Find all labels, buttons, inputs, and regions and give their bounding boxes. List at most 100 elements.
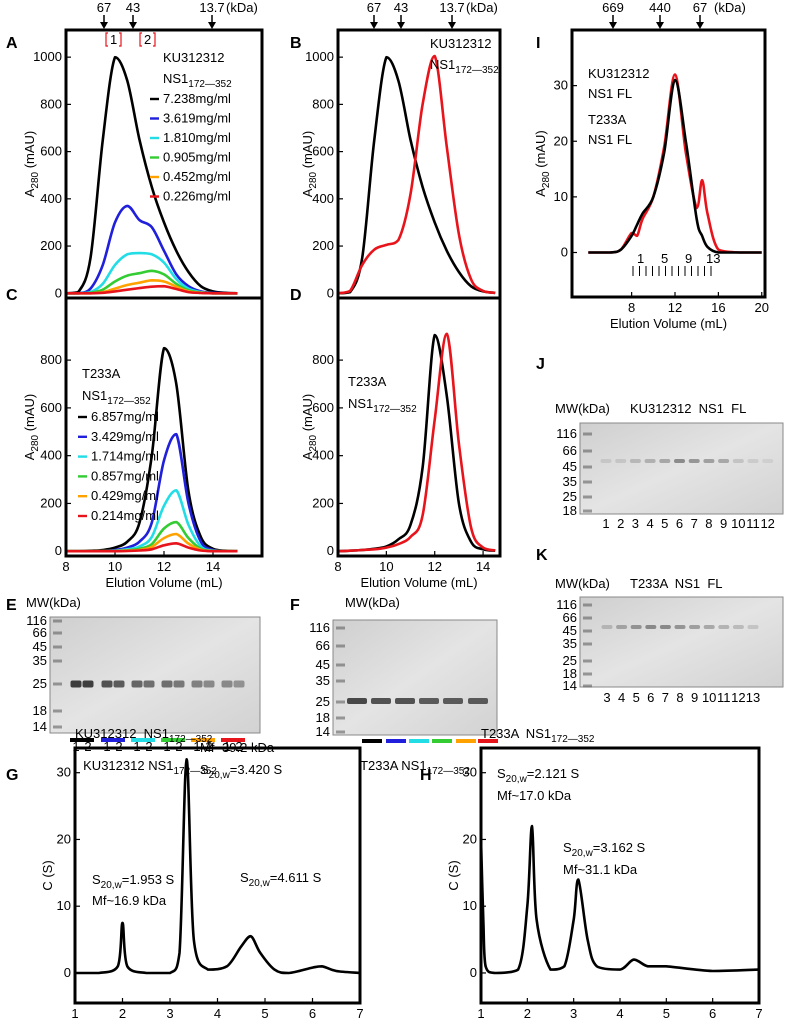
protein-band — [443, 698, 463, 704]
series-line — [338, 54, 496, 295]
y-tick-label: 0 — [327, 543, 334, 558]
mw-label: 116 — [309, 620, 330, 635]
protein-band — [143, 680, 155, 688]
y-tick-label: 800 — [312, 352, 334, 367]
protein-band — [233, 680, 245, 688]
annotation: 1 — [637, 251, 644, 266]
x-tick-label: 8 — [628, 300, 635, 315]
text-part: NS1 — [82, 388, 107, 403]
annotation: 2 — [144, 32, 151, 47]
lane-label: 12 — [760, 516, 774, 531]
text-part: 20,w — [209, 770, 231, 781]
text-part: A — [22, 451, 37, 460]
panel-letter: D — [290, 287, 302, 304]
mw-label: 14 — [563, 678, 577, 693]
protein-band — [113, 680, 125, 688]
protein-band — [747, 459, 759, 463]
annotation: NS1 FL — [588, 86, 632, 101]
legend-label: 0.214mg/ml — [91, 508, 159, 523]
ladder-band — [583, 465, 592, 469]
panel-i: I 0 10 20 30 8 12 16 20 Elution Volume (mL) A280 (… — [533, 0, 769, 331]
y-axis-label: A280 (mAU) — [533, 130, 552, 197]
ladder-band — [336, 626, 345, 630]
ladder-band — [583, 659, 592, 663]
panel-letter: J — [536, 356, 545, 373]
ladder-band — [53, 709, 62, 713]
annotation: 5 — [661, 251, 668, 266]
protein-band — [101, 680, 113, 688]
lane-color-bar — [70, 738, 94, 742]
panel-letter: G — [6, 767, 18, 784]
legend-label: 0.857mg/ml — [91, 468, 159, 483]
x-tick-label: 1 — [71, 1006, 78, 1019]
text-part: (mAU) — [300, 394, 315, 435]
lane-color-bar — [161, 738, 185, 742]
marker-label: 13.7 — [439, 0, 464, 15]
ladder-band — [53, 682, 62, 686]
y-tick-label: 200 — [40, 238, 62, 253]
x-tick-label: 7 — [356, 1006, 363, 1019]
annotation: Mf~17.0 kDa — [497, 788, 572, 803]
mw-label: 18 — [33, 703, 47, 718]
annotation: KU312312 — [588, 66, 649, 81]
legend-label: 3.619mg/ml — [163, 111, 231, 126]
lane-label: 6 — [647, 690, 654, 705]
protein-band — [70, 680, 82, 688]
annotation: S20,w=2.121 S — [497, 766, 580, 785]
gel — [332, 619, 498, 736]
frame — [64, 296, 264, 558]
annotation: 9 — [685, 251, 692, 266]
x-tick-label: 4 — [214, 1006, 221, 1019]
y-axis-label: C (S) — [40, 860, 55, 890]
y-tick-label: 0 — [470, 965, 477, 980]
series-line — [338, 55, 496, 295]
y-tick-label: 10 — [554, 189, 568, 204]
legend-label: 0.429mg/ml — [91, 488, 159, 503]
gel — [579, 596, 784, 688]
lane-color-bar — [456, 739, 476, 743]
lane-color-bar — [432, 739, 452, 743]
protein-band — [600, 459, 612, 463]
legend-label: 6.857mg/ml — [91, 409, 159, 424]
text-part: =1.953 S — [122, 872, 175, 887]
mw-label: 116 — [26, 613, 47, 628]
protein-band — [703, 625, 715, 629]
mw-label: 66 — [563, 443, 577, 458]
ladder-band — [336, 644, 345, 648]
text-part: 172—352 — [107, 396, 151, 407]
y-axis-label: A280 (mAU) — [300, 394, 319, 461]
x-axis-label: Elution Volume (mL) — [105, 575, 222, 590]
y-axis-label: A280 (mAU) — [300, 131, 319, 198]
y-axis-label: A280 (mAU) — [22, 394, 41, 461]
lane-label: 11 — [746, 516, 760, 531]
y-tick-label: 800 — [40, 96, 62, 111]
mw-label: 25 — [563, 489, 577, 504]
text-part: S — [200, 762, 209, 777]
annotation: Mf~39.2 kDa — [200, 740, 275, 755]
y-tick-label: 800 — [40, 352, 62, 367]
panel-letter: C — [6, 287, 18, 304]
marker-arrowhead — [696, 22, 704, 29]
text-part: 172—352 — [373, 404, 417, 415]
x-tick-label: 12 — [157, 559, 171, 574]
mw-label: 35 — [563, 474, 577, 489]
ladder-band — [336, 679, 345, 683]
marker-unit: (kDa) — [714, 0, 746, 15]
panel-title: T233A NS1172—352 — [481, 726, 595, 745]
y-tick-label: 600 — [312, 144, 334, 159]
ladder-band — [583, 495, 592, 499]
text-part: 280 — [30, 171, 41, 188]
y-tick-label: 400 — [312, 191, 334, 206]
protein-band — [131, 680, 143, 688]
frame — [570, 28, 767, 299]
mw-label: 45 — [563, 623, 577, 638]
ladder-band — [583, 480, 592, 484]
annotation: T233A — [588, 112, 627, 127]
gel-title: T233A NS1 FL — [630, 576, 723, 591]
series-line — [338, 333, 496, 553]
protein-band — [644, 459, 656, 463]
x-tick-label: 6 — [309, 1006, 316, 1019]
mw-label: 14 — [33, 719, 47, 734]
